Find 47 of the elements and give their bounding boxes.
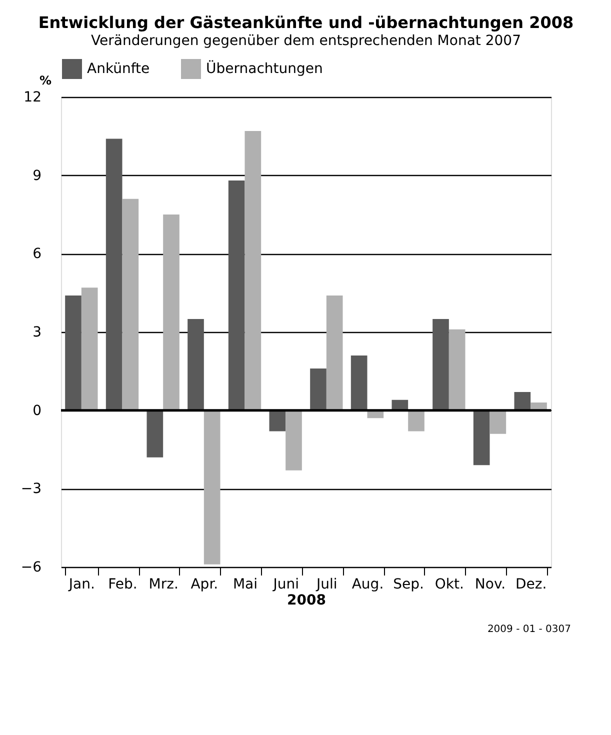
bar bbox=[122, 198, 139, 410]
chart-subtitle: Veränderungen gegenüber dem entsprechenden Monat 2007 bbox=[91, 33, 521, 49]
x-tick-label: Feb. bbox=[108, 576, 138, 592]
y-tick-label: 6 bbox=[32, 246, 42, 262]
bar bbox=[432, 318, 449, 410]
legend-label: Übernachtungen bbox=[206, 60, 323, 77]
x-tick-label: Juni bbox=[272, 576, 299, 592]
x-tick-label: Dez. bbox=[515, 576, 547, 592]
x-tick-label: Juli bbox=[316, 576, 338, 592]
chart-title: Entwicklung der Gästeankünfte und -übernachtungen 2008 bbox=[38, 13, 574, 32]
y-tick-label: 3 bbox=[32, 324, 42, 340]
bar bbox=[269, 410, 286, 432]
bar bbox=[204, 410, 220, 564]
x-tick-label: Jan. bbox=[68, 576, 95, 592]
bar bbox=[286, 410, 302, 470]
bar bbox=[448, 329, 466, 410]
y-axis-title: % bbox=[40, 74, 52, 88]
y-tick-label: 0 bbox=[32, 402, 42, 419]
x-tick-label: Apr. bbox=[190, 576, 218, 592]
legend-label: Ankünfte bbox=[87, 61, 150, 77]
x-tick-label: Mai bbox=[232, 576, 258, 592]
y-tick-label: −3 bbox=[20, 481, 42, 498]
bar bbox=[490, 410, 506, 434]
x-tick-label: Sep. bbox=[393, 576, 424, 592]
bar bbox=[408, 410, 424, 432]
y-tick-label: 9 bbox=[32, 168, 42, 184]
x-tick-label: Nov. bbox=[474, 576, 506, 592]
bar bbox=[163, 214, 180, 410]
bar bbox=[106, 138, 122, 410]
bar bbox=[310, 368, 326, 410]
x-tick-label: Okt. bbox=[434, 576, 464, 592]
bar bbox=[326, 295, 343, 410]
y-tick-label: 12 bbox=[24, 90, 42, 106]
x-tick-label: Mrz. bbox=[148, 576, 178, 592]
bar bbox=[146, 410, 164, 458]
bar bbox=[514, 392, 531, 410]
x-axis-title: 2008 bbox=[287, 592, 326, 608]
bar bbox=[350, 356, 368, 410]
y-tick-label: −6 bbox=[20, 560, 42, 576]
text: 2009 - 01 - 0307 bbox=[487, 624, 571, 635]
bar bbox=[81, 288, 98, 410]
bar bbox=[188, 318, 204, 410]
x-tick-label: Aug. bbox=[352, 576, 384, 592]
bar bbox=[473, 410, 490, 466]
bar bbox=[244, 130, 262, 410]
bar bbox=[65, 295, 82, 410]
bar bbox=[228, 180, 245, 410]
